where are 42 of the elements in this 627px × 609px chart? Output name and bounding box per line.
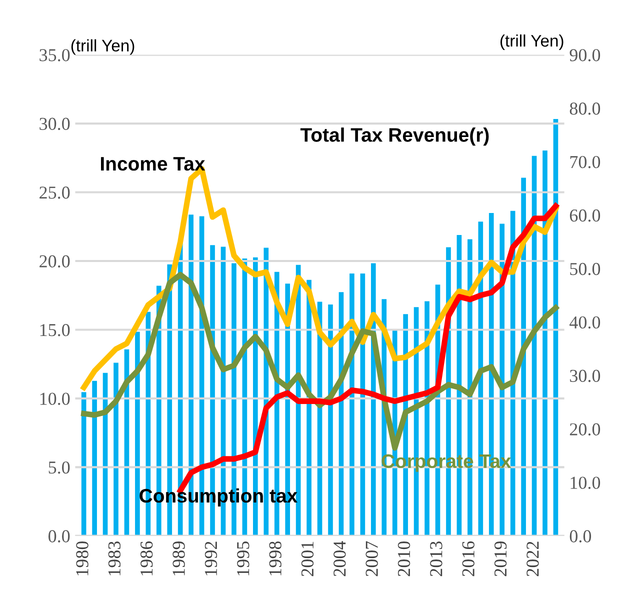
y-tick-label: 10.0: [40, 392, 70, 405]
series-label: Income Tax: [100, 157, 206, 171]
x-tick-label: 2019: [494, 542, 507, 576]
x-tick-label: 1995: [237, 541, 250, 576]
x-tick-label: 1980: [76, 541, 88, 576]
x-tick-label: 2004: [334, 541, 346, 576]
y2-tick-label: 40.0: [570, 316, 600, 329]
y2-tick-label: 30.0: [570, 370, 600, 382]
y-tick-label: 5.0: [48, 461, 70, 474]
y-tick-label: 30.0: [40, 118, 70, 130]
bar: [92, 380, 97, 536]
y2-tick-label: 0.0: [570, 530, 592, 542]
y2-tick-label: 80.0: [570, 102, 600, 115]
y-tick-label: 25.0: [40, 186, 70, 199]
x-tick-label: 1998: [269, 541, 282, 576]
y-tick-label: 15.0: [40, 324, 70, 336]
y2-tick-label: 10.0: [570, 476, 600, 489]
x-tick-label: 2013: [430, 541, 442, 576]
y2-axis-title: (trill Yen): [500, 34, 564, 50]
x-tick-label: 2016: [462, 541, 474, 576]
bar: [328, 304, 333, 536]
x-tick-label: 1989: [172, 542, 185, 576]
y-tick-label: 20.0: [40, 255, 70, 268]
x-tick-label: 1983: [108, 541, 121, 576]
y2-tick-label: 20.0: [570, 423, 600, 436]
y-axis-title: (trill Yen): [71, 39, 134, 55]
bar: [135, 332, 140, 536]
y-tick-label: 35.0: [40, 49, 70, 62]
x-tick-label: 2022: [526, 542, 539, 576]
x-tick-label: 2007: [366, 541, 378, 576]
y-tick-label: 0.0: [48, 530, 70, 542]
x-tick-label: 1986: [140, 541, 153, 576]
y2-tick-label: 50.0: [570, 262, 600, 276]
x-tick-label: 2001: [301, 542, 314, 576]
y2-tick-label: 60.0: [570, 209, 600, 222]
bar: [542, 150, 548, 536]
text: Total Tax Revenue(r): [300, 128, 489, 146]
bar: [114, 362, 118, 536]
y2-tick-label: 70.0: [570, 156, 600, 168]
x-tick-label: 1992: [204, 542, 218, 576]
x-tick-label: 2010: [398, 541, 410, 576]
y2-tick-label: 90.0: [570, 49, 600, 62]
